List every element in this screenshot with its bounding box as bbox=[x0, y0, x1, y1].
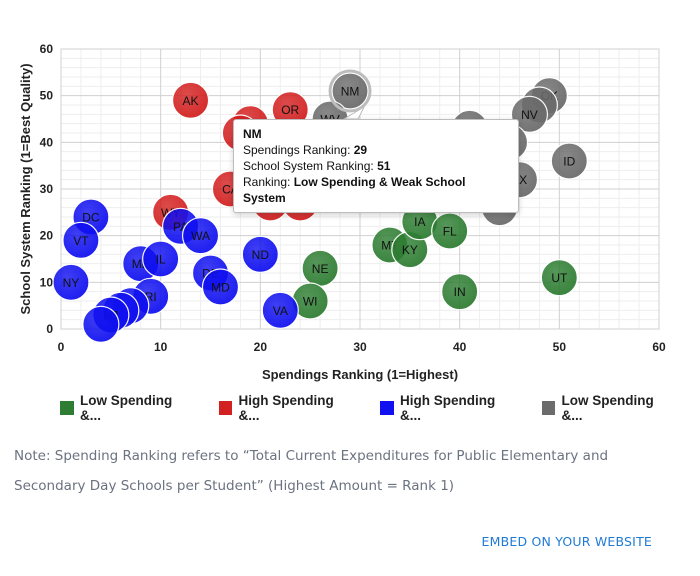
x-tick-label: 20 bbox=[254, 340, 268, 354]
data-point-label: AK bbox=[183, 94, 199, 108]
data-point-label: NV bbox=[521, 108, 538, 122]
data-point-bubble bbox=[441, 273, 479, 311]
legend-swatch bbox=[380, 401, 394, 415]
hover-highlight-ring bbox=[328, 69, 372, 113]
data-point-label: KY bbox=[402, 243, 418, 257]
data-point-label: VT bbox=[73, 234, 89, 248]
y-tick-label: 0 bbox=[46, 322, 53, 336]
data-point-bubble bbox=[550, 142, 588, 180]
data-point-label: NE bbox=[312, 262, 329, 276]
data-point-label: ID bbox=[563, 155, 575, 169]
tooltip-spend-label: Spendings Ranking: bbox=[243, 143, 354, 157]
data-point-bubble bbox=[52, 263, 90, 301]
data-point-label: IA bbox=[414, 215, 425, 229]
legend-swatch bbox=[541, 401, 556, 415]
legend-label: Low Spending &... bbox=[79, 393, 173, 423]
legend-label: High Spending &... bbox=[238, 393, 334, 423]
tooltip-school-value: 51 bbox=[377, 159, 391, 173]
data-point-label: FL bbox=[443, 225, 457, 239]
x-tick-label: 10 bbox=[154, 340, 168, 354]
legend-label: Low Spending &... bbox=[561, 393, 654, 423]
data-point-bubble bbox=[431, 212, 469, 250]
data-point-bubble bbox=[62, 221, 100, 259]
y-tick-label: 30 bbox=[40, 182, 54, 196]
data-point-label: UT bbox=[551, 271, 568, 285]
data-point-bubble bbox=[82, 305, 120, 343]
data-point-bubble bbox=[510, 95, 549, 133]
data-point-bubble bbox=[261, 291, 299, 329]
footnote: Note: Spending Ranking refers to “Total … bbox=[14, 448, 609, 494]
legend-swatch bbox=[60, 401, 74, 415]
data-point-bubble bbox=[331, 72, 369, 110]
data-point-label: ND bbox=[252, 248, 270, 262]
x-tick-label: 40 bbox=[453, 340, 467, 354]
tooltip-ranking-value: Low Spending & Weak School System bbox=[243, 175, 466, 205]
x-tick-label: 60 bbox=[652, 340, 666, 354]
tooltip-state: NM bbox=[243, 127, 262, 141]
y-tick-label: 10 bbox=[40, 275, 54, 289]
legend-item-high-spending-weak[interactable]: High Spending &... bbox=[218, 393, 359, 423]
y-tick-label: 50 bbox=[40, 89, 54, 103]
data-point-label: NY bbox=[63, 276, 80, 290]
data-point-label: NM bbox=[341, 85, 360, 99]
legend-item-high-spending-strong[interactable]: High Spending &... bbox=[380, 393, 520, 423]
data-point-bubble bbox=[540, 259, 578, 297]
x-tick-label: 50 bbox=[553, 340, 567, 354]
y-tick-label: 40 bbox=[40, 135, 54, 149]
data-point-label: DC bbox=[82, 211, 100, 225]
tooltip-school-label: School System Ranking: bbox=[243, 159, 378, 173]
tooltip-spend-value: 29 bbox=[353, 143, 368, 157]
data-point-label: WI bbox=[303, 295, 318, 309]
data-point-label: VA bbox=[273, 304, 288, 318]
y-axis-title: School System Ranking (1=Best Quality) bbox=[18, 63, 33, 314]
tooltip-ranking-label: Ranking: bbox=[243, 175, 294, 189]
data-point-bubble bbox=[201, 268, 240, 306]
y-tick-label: 60 bbox=[40, 42, 54, 56]
embed-link[interactable]: EMBED ON YOUR WEBSITE bbox=[481, 534, 652, 549]
data-point-bubble bbox=[241, 235, 279, 273]
data-point-label: MD bbox=[211, 281, 230, 295]
legend-item-low-spending-weak[interactable]: Low Spending &... bbox=[541, 393, 679, 423]
data-point-label: IL bbox=[156, 253, 166, 267]
hover-tooltip: NM Spendings Ranking: 29 School System R… bbox=[233, 119, 519, 213]
data-point-bubble bbox=[142, 240, 180, 278]
x-axis-title: Spendings Ranking (1=Highest) bbox=[262, 367, 458, 382]
legend-label: High Spending &... bbox=[399, 393, 496, 423]
chart-legend: Low Spending &... High Spending &... Hig… bbox=[60, 393, 700, 423]
data-point-label: IN bbox=[454, 285, 466, 299]
data-point-label: WA bbox=[191, 229, 210, 243]
y-tick-label: 20 bbox=[40, 229, 54, 243]
x-tick-label: 0 bbox=[58, 340, 65, 354]
data-point-bubble bbox=[181, 217, 220, 255]
legend-item-low-spending-strong[interactable]: Low Spending &... bbox=[60, 393, 197, 423]
x-tick-label: 30 bbox=[353, 340, 367, 354]
legend-swatch bbox=[218, 401, 233, 415]
data-point-bubble bbox=[171, 81, 210, 119]
data-point-label: OR bbox=[281, 103, 299, 117]
